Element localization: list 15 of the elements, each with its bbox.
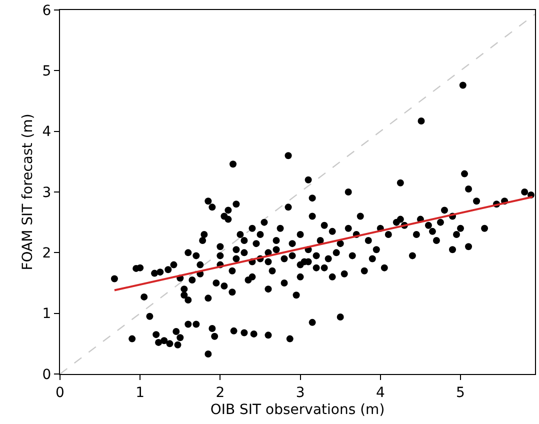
y-tick-label: 0 — [42, 366, 52, 383]
y-tick-label: 3 — [42, 184, 52, 201]
y-tick-label: 1 — [42, 306, 52, 322]
y-axis-title: FOAM SIT forecast (m) — [20, 114, 36, 270]
y-tick-label: 5 — [42, 64, 52, 80]
y-tick-label: 6 — [42, 2, 52, 19]
x-axis-title: OIB SIT observations (m) — [210, 402, 385, 418]
x-tick-label: 3 — [296, 384, 305, 401]
x-tick-label: 0 — [56, 384, 64, 401]
x-tick-label: 1 — [136, 384, 145, 401]
x-tick-label: 2 — [216, 384, 225, 401]
x-tick-label: 4 — [376, 384, 385, 401]
y-tick-label: 4 — [42, 124, 52, 140]
x-tick-label: 5 — [456, 384, 465, 401]
y-tick-label: 2 — [42, 246, 52, 262]
